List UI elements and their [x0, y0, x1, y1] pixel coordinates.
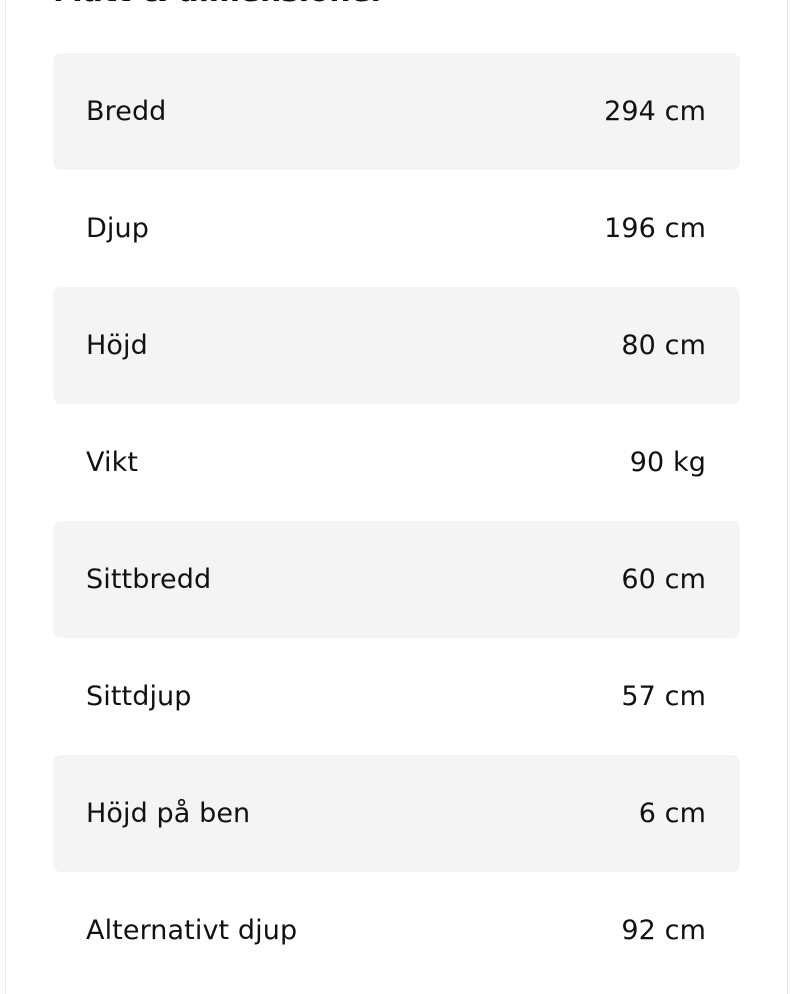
spec-value: 60 cm	[621, 564, 706, 595]
spec-value: 80 cm	[621, 330, 706, 361]
spec-value: 196 cm	[604, 213, 706, 244]
spec-label: Vikt	[86, 447, 139, 478]
spec-row: Bredd 294 cm	[53, 53, 740, 170]
spec-row: Höjd 80 cm	[53, 287, 740, 404]
page-right-rule	[787, 0, 788, 994]
spec-row: Sittbredd 60 cm	[53, 521, 740, 638]
spec-value: 6 cm	[638, 798, 706, 829]
specifications-list: Bredd 294 cm Djup 196 cm Höjd 80 cm Vikt 90 kg S…	[0, 53, 806, 989]
spec-label: Sittdjup	[86, 681, 192, 712]
spec-label: Sittbredd	[86, 564, 212, 595]
spec-label: Höjd	[86, 330, 148, 361]
spec-row: Djup 196 cm	[53, 170, 740, 287]
section-heading-dimensions: Mått & dimensioner	[53, 0, 385, 9]
spec-row: Höjd på ben 6 cm	[53, 755, 740, 872]
spec-value: 294 cm	[604, 96, 706, 127]
spec-value: 90 kg	[629, 447, 706, 478]
spec-row: Sittdjup 57 cm	[53, 638, 740, 755]
spec-label: Bredd	[86, 96, 167, 127]
spec-label: Djup	[86, 213, 149, 244]
page-left-rule	[5, 0, 6, 994]
spec-value: 57 cm	[621, 681, 706, 712]
spec-row: Alternativt djup 92 cm	[53, 872, 740, 989]
spec-label: Höjd på ben	[86, 798, 251, 829]
spec-value: 92 cm	[621, 915, 706, 946]
spec-label: Alternativt djup	[86, 915, 298, 946]
spec-row: Vikt 90 kg	[53, 404, 740, 521]
